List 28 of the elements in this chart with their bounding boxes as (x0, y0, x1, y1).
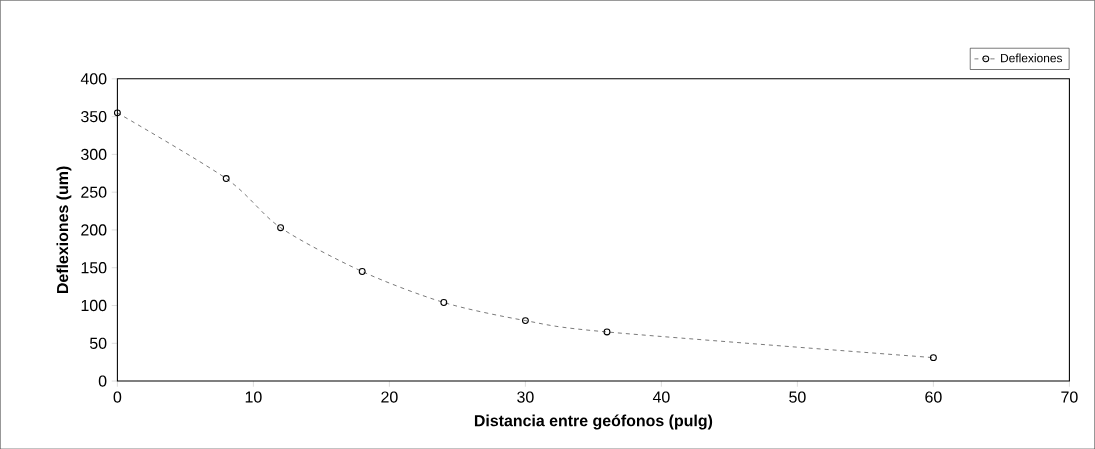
x-tick-label: 60 (925, 391, 942, 403)
x-tick-label: 20 (381, 391, 398, 403)
point (277, 224, 285, 231)
y-axis-title: Deflexiones (um) (56, 166, 72, 293)
x-tick-label: 10 (245, 391, 262, 403)
y-tick-label: 350 (81, 110, 107, 123)
point (222, 174, 230, 182)
x-tick-label: 0 (113, 391, 122, 403)
y-tick-label: 150 (81, 261, 107, 274)
y-tick-label: 100 (81, 299, 107, 311)
x-tick-label: 30 (517, 391, 534, 403)
y-tick-label: 400 (80, 73, 107, 85)
point (440, 298, 448, 306)
point (929, 354, 937, 361)
point (521, 317, 529, 324)
legend-label: Deflexiones (1001, 53, 1063, 63)
point (358, 267, 366, 275)
y-tick-label: 0 (98, 375, 107, 387)
y-tick-label: 200 (81, 224, 107, 236)
y-tick-label: 50 (89, 337, 107, 349)
point (113, 109, 121, 117)
x-tick-label: 70 (1061, 391, 1078, 403)
point (603, 328, 611, 336)
y-tick-label: 250 (81, 186, 107, 198)
y-tick-label: 300 (81, 148, 107, 160)
x-tick-label: 40 (652, 391, 670, 403)
x-axis-title: Distancia entre geófonos (pulg) (474, 414, 713, 430)
x-tick-label: 50 (789, 391, 806, 403)
